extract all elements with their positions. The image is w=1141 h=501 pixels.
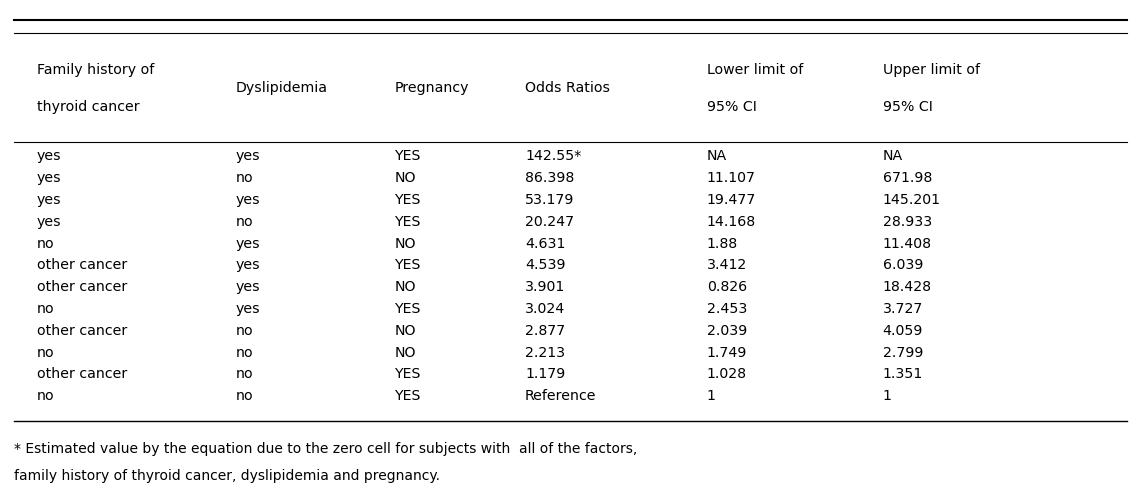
Text: 1.179: 1.179 [525,367,565,381]
Text: 142.55*: 142.55* [525,149,581,163]
Text: YES: YES [395,259,421,273]
Text: NO: NO [395,280,416,294]
Text: Dyslipidemia: Dyslipidemia [235,81,327,95]
Text: 53.179: 53.179 [525,193,574,207]
Text: NO: NO [395,236,416,250]
Text: yes: yes [235,302,260,316]
Text: 11.107: 11.107 [706,171,755,185]
Text: * Estimated value by the equation due to the zero cell for subjects with  all of: * Estimated value by the equation due to… [14,442,638,456]
Text: 95% CI: 95% CI [706,100,756,114]
Text: other cancer: other cancer [37,324,127,338]
Text: no: no [235,324,253,338]
Text: no: no [235,346,253,360]
Text: 2.877: 2.877 [525,324,565,338]
Text: NO: NO [395,171,416,185]
Text: no: no [37,346,55,360]
Text: Reference: Reference [525,389,597,403]
Text: 3.024: 3.024 [525,302,565,316]
Text: no: no [235,171,253,185]
Text: 28.933: 28.933 [883,215,932,229]
Text: no: no [37,302,55,316]
Text: yes: yes [37,193,62,207]
Text: 4.539: 4.539 [525,259,566,273]
Text: 1: 1 [883,389,891,403]
Text: NA: NA [883,149,903,163]
Text: 3.901: 3.901 [525,280,565,294]
Text: 19.477: 19.477 [706,193,756,207]
Text: YES: YES [395,215,421,229]
Text: yes: yes [235,149,260,163]
Text: 671.98: 671.98 [883,171,932,185]
Text: no: no [235,389,253,403]
Text: YES: YES [395,367,421,381]
Text: yes: yes [235,193,260,207]
Text: no: no [235,215,253,229]
Text: 86.398: 86.398 [525,171,574,185]
Text: 18.428: 18.428 [883,280,932,294]
Text: 2.799: 2.799 [883,346,923,360]
Text: NA: NA [706,149,727,163]
Text: 2.039: 2.039 [706,324,747,338]
Text: yes: yes [235,236,260,250]
Text: 1.028: 1.028 [706,367,746,381]
Text: 4.631: 4.631 [525,236,566,250]
Text: 3.412: 3.412 [706,259,747,273]
Text: thyroid cancer: thyroid cancer [37,100,139,114]
Text: 1: 1 [706,389,715,403]
Text: yes: yes [235,259,260,273]
Text: Odds Ratios: Odds Ratios [525,81,610,95]
Text: YES: YES [395,193,421,207]
Text: other cancer: other cancer [37,259,127,273]
Text: 145.201: 145.201 [883,193,940,207]
Text: no: no [235,367,253,381]
Text: other cancer: other cancer [37,367,127,381]
Text: 95% CI: 95% CI [883,100,932,114]
Text: 4.059: 4.059 [883,324,923,338]
Text: yes: yes [235,280,260,294]
Text: 2.213: 2.213 [525,346,565,360]
Text: 1.88: 1.88 [706,236,738,250]
Text: 11.408: 11.408 [883,236,932,250]
Text: 6.039: 6.039 [883,259,923,273]
Text: NO: NO [395,346,416,360]
Text: 14.168: 14.168 [706,215,755,229]
Text: family history of thyroid cancer, dyslipidemia and pregnancy.: family history of thyroid cancer, dyslip… [14,469,440,483]
Text: Lower limit of: Lower limit of [706,63,803,77]
Text: YES: YES [395,302,421,316]
Text: NO: NO [395,324,416,338]
Text: 1.351: 1.351 [883,367,923,381]
Text: other cancer: other cancer [37,280,127,294]
Text: yes: yes [37,171,62,185]
Text: Upper limit of: Upper limit of [883,63,980,77]
Text: Pregnancy: Pregnancy [395,81,469,95]
Text: 20.247: 20.247 [525,215,574,229]
Text: 0.826: 0.826 [706,280,747,294]
Text: YES: YES [395,389,421,403]
Text: 2.453: 2.453 [706,302,747,316]
Text: no: no [37,389,55,403]
Text: 1.749: 1.749 [706,346,747,360]
Text: yes: yes [37,215,62,229]
Text: yes: yes [37,149,62,163]
Text: YES: YES [395,149,421,163]
Text: 3.727: 3.727 [883,302,923,316]
Text: no: no [37,236,55,250]
Text: Family history of: Family history of [37,63,154,77]
